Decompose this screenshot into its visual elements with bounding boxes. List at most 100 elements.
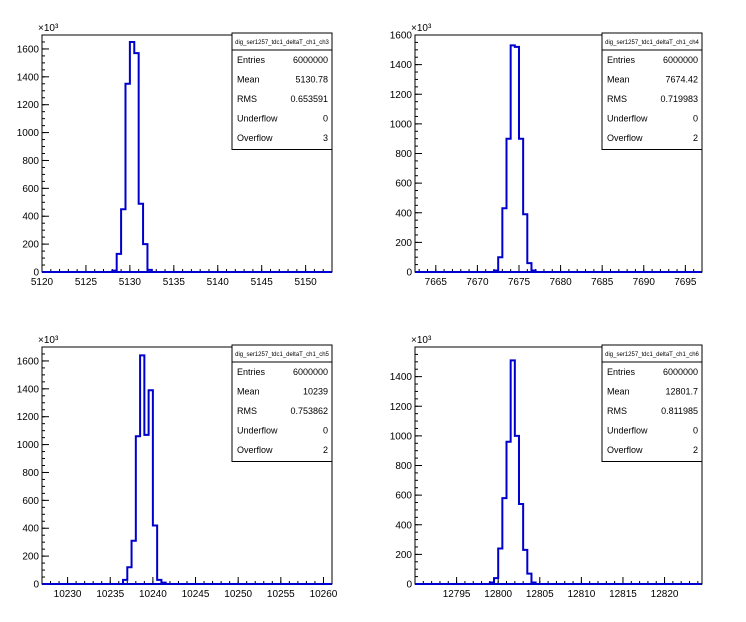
stats-label: RMS: [607, 94, 627, 104]
x-tick-label: 5135: [163, 277, 186, 288]
y-exponent-label: ×10³: [38, 23, 59, 34]
stats-label: Entries: [607, 55, 636, 65]
y-tick-label: 600: [395, 491, 412, 502]
stats-label: Entries: [607, 367, 636, 377]
stats-box-frame: [231, 32, 333, 150]
stats-title: dig_ser1257_tdc1_deltaT_ch1_ch5: [235, 352, 329, 358]
y-tick-label: 1200: [17, 100, 40, 111]
y-tick-label: 1400: [390, 372, 413, 383]
x-tick-label: 10240: [139, 589, 167, 600]
y-tick-label: 1400: [390, 60, 413, 71]
stats-value: 0.753862: [290, 406, 328, 416]
stats-label: RMS: [237, 406, 257, 416]
stats-label: Entries: [237, 367, 266, 377]
stats-label: Underflow: [237, 114, 278, 124]
stats-value: 2: [693, 445, 698, 455]
stats-value: 0: [693, 114, 698, 124]
stats-label: Mean: [237, 75, 260, 85]
stats-value: 0.811985: [661, 406, 698, 416]
y-tick-label: 800: [22, 468, 39, 479]
stats-value: 0.653591: [290, 94, 328, 104]
y-tick-label: 0: [406, 268, 412, 279]
x-tick-label: 7685: [591, 277, 614, 288]
y-tick-label: 1600: [17, 44, 40, 55]
x-tick-label: 12820: [651, 589, 679, 600]
stats-value: 0.719983: [660, 94, 698, 104]
y-tick-label: 200: [22, 240, 39, 251]
stats-title: dig_ser1257_tdc1_deltaT_ch1_ch4: [605, 40, 699, 46]
x-tick-label: 12800: [484, 589, 512, 600]
x-tick-label: 10245: [182, 589, 210, 600]
x-tick-label: 5125: [75, 277, 98, 288]
y-tick-label: 1000: [17, 128, 40, 139]
stats-value: 0: [693, 426, 698, 436]
x-tick-label: 7675: [508, 277, 531, 288]
y-exponent-label: ×10³: [411, 23, 432, 34]
x-tick-label: 12795: [443, 589, 471, 600]
y-tick-label: 200: [395, 238, 412, 249]
y-tick-label: 1000: [390, 119, 413, 130]
y-tick-label: 400: [395, 208, 412, 219]
x-tick-label: 10260: [310, 589, 338, 600]
y-tick-label: 200: [395, 550, 412, 561]
stats-value: 6000000: [293, 367, 328, 377]
stats-label: Underflow: [607, 426, 648, 436]
histogram-panel-3: 10230 10235 10240 10245 10250 10255 10260 0 200 4…: [17, 335, 338, 600]
stats-label: RMS: [607, 406, 627, 416]
stats-value: 7674.42: [665, 75, 698, 85]
stats-box: dig_ser1257_tdc1_deltaT_ch1_ch5 Entries 60…: [231, 344, 333, 462]
x-tick-label: 5130: [119, 277, 142, 288]
y-tick-label: 400: [395, 520, 412, 531]
y-tick-label: 1600: [17, 356, 40, 367]
histogram-bins: [490, 360, 536, 584]
y-tick-label: 400: [22, 212, 39, 223]
stats-label: Overflow: [607, 133, 643, 143]
stats-label: Overflow: [237, 133, 273, 143]
stats-label: Overflow: [607, 445, 643, 455]
y-tick-label: 1200: [390, 90, 413, 101]
x-tick-label: 12805: [526, 589, 554, 600]
stats-value: 0: [323, 114, 328, 124]
x-tick-label: 12815: [609, 589, 637, 600]
stats-box-frame: [601, 344, 703, 462]
y-tick-label: 1400: [17, 72, 40, 83]
stats-label: RMS: [237, 94, 257, 104]
x-tick-label: 12810: [567, 589, 595, 600]
x-tick-label: 7670: [466, 277, 489, 288]
y-minor-ticks: [415, 346, 418, 585]
stats-label: Mean: [607, 75, 630, 85]
stats-value: 10239: [303, 387, 328, 397]
y-tick-label: 800: [395, 461, 412, 472]
histogram-outline: [111, 40, 153, 272]
stats-label: Underflow: [237, 426, 278, 436]
x-tick-label: 5140: [207, 277, 230, 288]
x-tick-label: 5150: [295, 277, 318, 288]
histogram-panel-1: 5120 5125 5130 5135 5140 5145 5150 0 200 400 600 80…: [17, 23, 333, 288]
histogram-outline: [493, 44, 537, 272]
histogram-outline: [488, 359, 537, 584]
y-tick-label: 600: [22, 496, 39, 507]
y-tick-label: 800: [22, 156, 39, 167]
y-tick-label: 600: [395, 179, 412, 190]
stats-label: Entries: [237, 55, 266, 65]
y-tick-label: 400: [22, 524, 39, 535]
histogram-bins: [494, 45, 536, 272]
x-tick-label: 10255: [267, 589, 295, 600]
y-tick-label: 0: [406, 580, 412, 591]
x-tick-label: 7695: [674, 277, 697, 288]
y-tick-label: 0: [33, 268, 39, 279]
y-tick-label: 1000: [17, 440, 40, 451]
histogram-bins: [112, 42, 152, 272]
stats-value: 2: [693, 133, 698, 143]
stats-value: 3: [323, 133, 328, 143]
y-tick-label: 1200: [17, 412, 40, 423]
stats-value: 6000000: [293, 55, 328, 65]
x-tick-label: 7665: [425, 277, 448, 288]
x-tick-label: 5120: [31, 277, 54, 288]
stats-label: Mean: [237, 387, 260, 397]
stats-label: Overflow: [237, 445, 273, 455]
stats-label: Mean: [607, 387, 630, 397]
stats-label: Underflow: [607, 114, 648, 124]
y-tick-label: 1000: [390, 431, 413, 442]
